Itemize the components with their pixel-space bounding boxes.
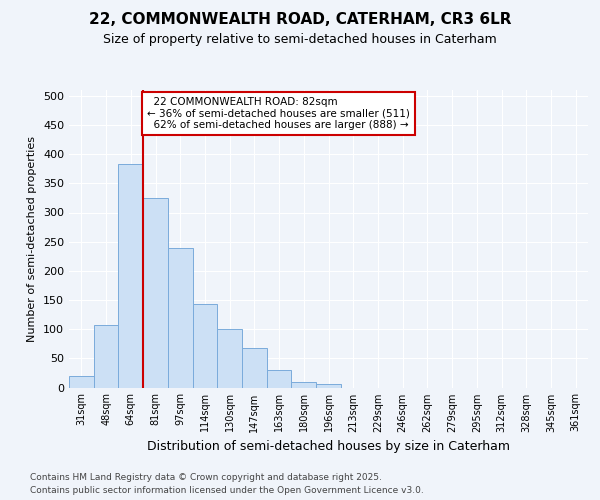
Bar <box>94 325 118 388</box>
Text: 22 COMMONWEALTH ROAD: 82sqm
← 36% of semi-detached houses are smaller (511)
  62: 22 COMMONWEALTH ROAD: 82sqm ← 36% of sem… <box>147 97 410 130</box>
Bar <box>193 304 217 388</box>
Bar <box>69 376 94 388</box>
Bar <box>168 248 193 388</box>
X-axis label: Distribution of semi-detached houses by size in Caterham: Distribution of semi-detached houses by … <box>147 440 510 453</box>
Text: Contains HM Land Registry data © Crown copyright and database right 2025.: Contains HM Land Registry data © Crown c… <box>30 472 382 482</box>
Y-axis label: Number of semi-detached properties: Number of semi-detached properties <box>28 136 37 342</box>
Bar <box>217 328 242 388</box>
Bar <box>118 164 143 388</box>
Text: Contains public sector information licensed under the Open Government Licence v3: Contains public sector information licen… <box>30 486 424 495</box>
Bar <box>292 382 316 388</box>
Text: 22, COMMONWEALTH ROAD, CATERHAM, CR3 6LR: 22, COMMONWEALTH ROAD, CATERHAM, CR3 6LR <box>89 12 511 28</box>
Bar <box>242 348 267 388</box>
Text: Size of property relative to semi-detached houses in Caterham: Size of property relative to semi-detach… <box>103 32 497 46</box>
Bar <box>267 370 292 388</box>
Bar <box>316 384 341 388</box>
Bar <box>143 198 168 388</box>
